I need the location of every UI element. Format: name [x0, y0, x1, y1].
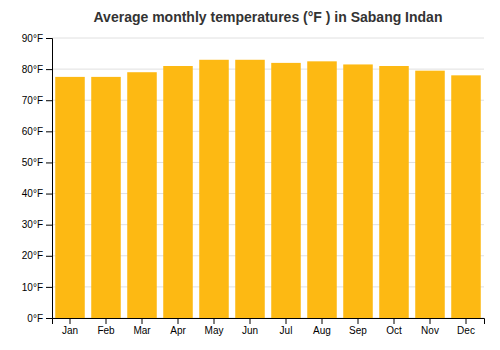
y-tick: 30°F [22, 219, 52, 230]
y-axis-line [46, 39, 53, 319]
x-tick-label: Jun [242, 325, 258, 336]
x-tick-label: Dec [457, 325, 475, 336]
x-tick-mark [214, 318, 215, 324]
y-tick: 70°F [22, 95, 52, 106]
x-tick-mark [142, 318, 143, 324]
x-tick-mark [70, 318, 71, 324]
x-tick: Dec [457, 318, 475, 336]
x-tick-mark [178, 318, 179, 324]
y-tick: 50°F [22, 157, 52, 168]
x-tick-mark [286, 318, 287, 324]
y-tick: 60°F [22, 126, 52, 137]
x-tick-label: Jan [62, 325, 78, 336]
x-tick-mark [358, 318, 359, 324]
grid-line [52, 38, 484, 39]
x-tick-label: Oct [386, 325, 402, 336]
bar [235, 60, 265, 318]
x-tick: Mar [133, 318, 151, 336]
y-tick-mark [46, 225, 52, 226]
y-tick-mark [46, 162, 52, 163]
x-axis: Jan Feb Mar Apr May Jun Jul Aug Sep Oct Nov Dec [53, 318, 485, 336]
bar [127, 72, 157, 318]
bar [343, 64, 373, 318]
bar [55, 77, 85, 318]
y-tick-label: 20°F [22, 250, 43, 261]
x-tick: May [205, 318, 224, 336]
y-tick: 40°F [22, 188, 52, 199]
y-tick-mark [46, 131, 52, 132]
y-tick: 80°F [22, 64, 52, 75]
y-tick-mark [46, 69, 52, 70]
x-tick-label: Apr [170, 325, 186, 336]
y-tick: 90°F [22, 33, 52, 44]
x-tick-label: Sep [349, 325, 367, 336]
x-tick-mark [322, 318, 323, 324]
bar [415, 71, 445, 318]
y-tick-label: 40°F [22, 188, 43, 199]
x-tick-mark [466, 318, 467, 324]
grid-line [52, 69, 484, 70]
x-tick: Apr [170, 318, 186, 336]
bar [271, 63, 301, 318]
x-tick: Feb [97, 318, 115, 336]
x-tick: Sep [349, 318, 367, 336]
y-tick-label: 50°F [22, 157, 43, 168]
bar [307, 61, 337, 318]
y-tick: 10°F [22, 282, 52, 293]
x-tick-mark [430, 318, 431, 324]
y-tick-label: 0°F [27, 313, 43, 324]
y-tick-mark [46, 38, 52, 39]
y-tick-label: 90°F [22, 33, 43, 44]
y-tick-mark [46, 318, 52, 319]
x-tick-mark [106, 318, 107, 324]
y-tick: 0°F [27, 313, 52, 324]
chart-container: Average monthly temperatures (°F ) in Sa… [0, 0, 500, 350]
y-tick-label: 70°F [22, 95, 43, 106]
x-tick: Jul [280, 318, 293, 336]
bar [199, 60, 229, 318]
x-tick: Jun [242, 318, 258, 336]
y-tick-label: 80°F [22, 64, 43, 75]
x-tick: Aug [313, 318, 331, 336]
x-tick-label: Feb [97, 325, 115, 336]
y-axis: 0°F 10°F 20°F 30°F 40°F 50°F 60°F 70°F 80°F 90°F [22, 33, 53, 324]
y-tick-label: 10°F [22, 282, 43, 293]
x-tick-mark [394, 318, 395, 324]
y-tick-mark [46, 287, 52, 288]
y-tick-mark [46, 256, 52, 257]
grid [52, 38, 484, 318]
x-tick-label: Nov [421, 325, 439, 336]
y-tick-mark [46, 100, 52, 101]
y-tick-label: 30°F [22, 219, 43, 230]
x-tick-label: Jul [280, 325, 293, 336]
x-tick: Jan [62, 318, 78, 336]
bar [91, 77, 121, 318]
x-tick-label: Aug [313, 325, 331, 336]
x-tick: Oct [386, 318, 402, 336]
x-tick-label: Mar [133, 325, 151, 336]
chart: Average monthly temperatures (°F ) in Sa… [0, 0, 500, 350]
x-tick-mark [250, 318, 251, 324]
bar [451, 75, 481, 318]
bars [55, 60, 481, 318]
title: Average monthly temperatures (°F ) in Sa… [94, 9, 443, 25]
x-axis-line [53, 319, 485, 325]
x-tick: Nov [421, 318, 439, 336]
y-tick-label: 60°F [22, 126, 43, 137]
y-tick-mark [46, 194, 52, 195]
bar [163, 66, 193, 318]
y-tick: 20°F [22, 250, 52, 261]
bar [379, 66, 409, 318]
x-tick-label: May [205, 325, 224, 336]
